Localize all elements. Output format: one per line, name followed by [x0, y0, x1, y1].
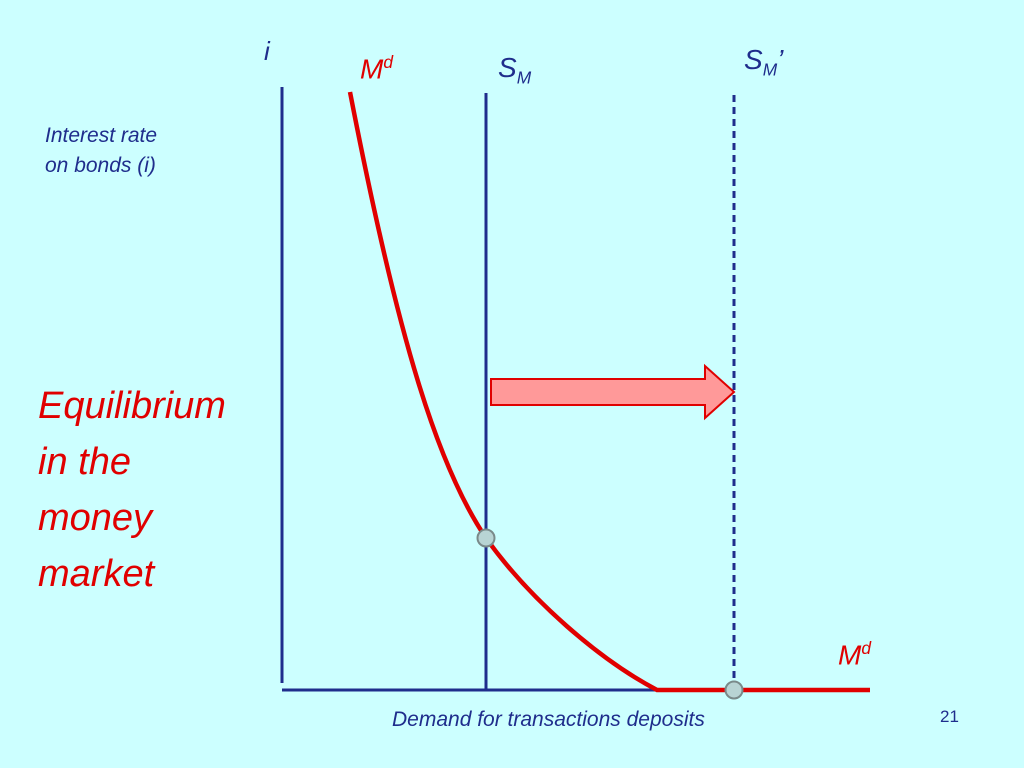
supply-label: SM [498, 52, 531, 89]
demand-label-top: Md [360, 52, 393, 85]
y-axis-title-line-2: on bonds (i) [45, 154, 156, 177]
supply-label-base: S [498, 52, 517, 83]
demand-label-right-sup: d [861, 638, 871, 658]
supply-shifted-label-sub: M [762, 59, 778, 80]
supply-shifted-label-base: S [744, 44, 763, 75]
slide-number: 21 [940, 707, 959, 726]
shift-arrow [490, 363, 736, 421]
slide-heading-line-2: in the [38, 441, 131, 483]
supply-shifted-label: SM’ [744, 44, 783, 81]
demand-label-top-base: M [360, 53, 384, 85]
demand-label-right: Md [838, 638, 871, 671]
demand-curve [347, 91, 870, 693]
y-axis-title-line-1: Interest rate [45, 124, 158, 147]
supply-shifted-label-suffix: ’ [777, 44, 784, 75]
demand-label-top-sup: d [383, 52, 393, 72]
slide-heading-line-4: market [38, 553, 155, 595]
slide-heading: Equilibrium in the money market [38, 378, 226, 602]
demand-label-right-base: M [838, 639, 862, 671]
x-axis-title: Demand for transactions deposits [392, 708, 705, 731]
slide-heading-line-3: money [38, 497, 153, 539]
equilibrium-point-new [724, 680, 744, 700]
y-axis-symbol: i [264, 36, 270, 66]
y-axis-title: Interest rate on bonds (i) [45, 121, 157, 181]
equilibrium-point-initial [476, 528, 496, 548]
slide-heading-line-1: Equilibrium [38, 385, 226, 427]
supply-label-sub: M [516, 67, 532, 88]
